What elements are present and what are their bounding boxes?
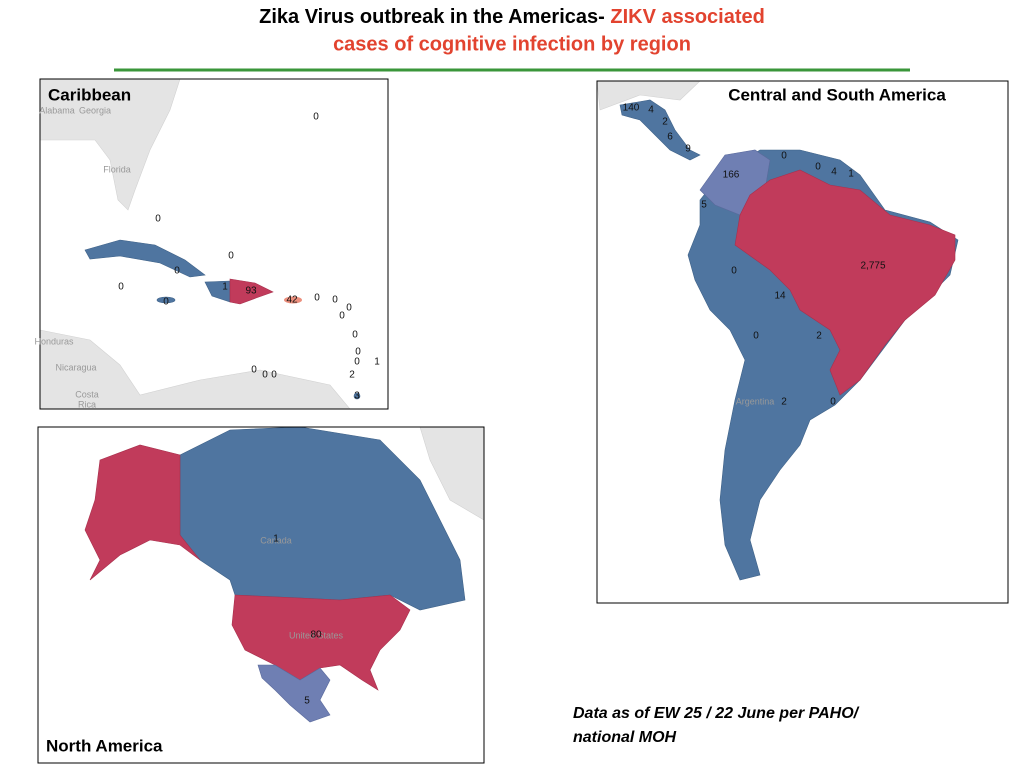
mexico [257,664,331,723]
place-name: Georgia [79,105,111,115]
alaska [84,444,201,581]
panel-name: Caribbean [48,85,131,104]
panel-name: North America [46,736,163,755]
place-name: Honduras [34,336,74,346]
brazil [734,169,956,396]
case-count: 5 [701,200,707,211]
case-count: 0 [352,330,358,341]
place-name: Canada [260,535,292,545]
case-count: 0 [346,303,352,314]
panel-border [596,80,1009,604]
north-map [84,427,484,723]
case-count: 6 [667,132,673,143]
case-count: 1 [273,534,279,545]
case-count: 1 [222,282,228,293]
case-count: 2 [781,397,787,408]
case-count: 4 [831,167,837,178]
case-count: 3 [354,391,360,402]
place-name: Nicaragua [55,362,96,372]
footnote: Data as of EW 25 / 22 June per PAHO/ [573,705,860,722]
land [40,79,181,211]
case-count: 0 [228,251,234,262]
case-count: 2 [349,370,355,381]
case-count: 0 [271,370,277,381]
case-count: 42 [286,295,298,306]
case-count: 0 [753,331,759,342]
case-count: 0 [355,347,361,358]
puerto-rico [284,296,302,304]
panel-name: Central and South America [728,85,946,104]
case-count: 0 [781,151,787,162]
case-count: 166 [723,170,740,181]
case-count: 2 [662,117,668,128]
case-count: 0 [314,293,320,304]
canada [179,427,466,611]
case-count: 0 [339,311,345,322]
place-name: Costa [75,389,99,399]
case-count: 0 [262,370,268,381]
case-count: 0 [313,112,319,123]
case-count: 0 [731,266,737,277]
case-count: 4 [648,105,654,116]
case-count: 140 [623,103,640,114]
title-red: ZIKV associated [610,6,765,28]
title-red: cases of cognitive infection by region [333,33,691,55]
footnote: national MOH [573,729,677,746]
land [40,329,351,409]
case-count: 5 [304,696,310,707]
greenland [419,427,484,521]
place-name: Rica [78,399,96,409]
place-name: Florida [103,164,131,174]
case-count: 0 [830,397,836,408]
case-count: 93 [245,286,257,297]
case-count: 0 [155,214,161,225]
island [353,392,361,400]
case-count: 0 [163,297,169,308]
panel-border [39,78,389,410]
place-name: Alabama [39,105,75,115]
case-count: 0 [118,282,124,293]
case-count: 0 [174,266,180,277]
case-count: 9 [685,144,691,155]
panel-border [37,426,485,764]
case-count: 2 [816,331,822,342]
case-count: 2,775 [860,261,885,272]
case-count: 80 [310,630,322,641]
south-map [597,81,959,581]
central-america [619,99,701,161]
land [597,81,701,111]
caribbean-map [40,79,361,409]
case-count: 1 [374,357,380,368]
case-count: 1 [848,169,854,180]
case-count: 0 [332,295,338,306]
case-count: 14 [774,291,786,302]
dominican-republic [229,278,274,305]
place-name: United States [289,630,344,640]
title-black: Zika Virus outbreak in the Americas- [259,6,610,28]
jamaica [156,296,176,304]
case-count: 0 [354,357,360,368]
cuba [84,239,206,278]
case-count: 0 [815,162,821,173]
united-states [231,594,411,691]
title: Zika Virus outbreak in the Americas- ZIK… [259,6,765,28]
place-name: Argentina [736,396,775,406]
case-count: 0 [251,365,257,376]
